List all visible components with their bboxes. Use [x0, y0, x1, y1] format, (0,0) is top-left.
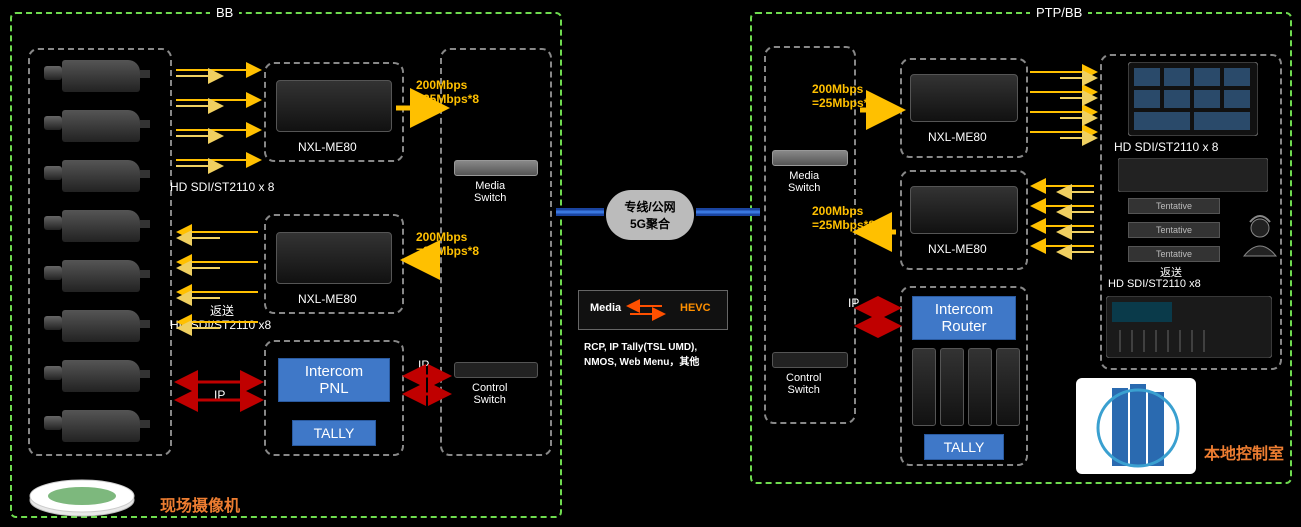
right-control-switch-label: Control Switch — [786, 372, 821, 396]
camera-1 — [62, 60, 140, 92]
audio-mixer — [1106, 296, 1272, 358]
left-bottom-label: 现场摄像机 — [160, 492, 240, 516]
left-media-switch — [454, 160, 538, 176]
right-control-switch — [772, 352, 848, 368]
camera-8 — [62, 410, 140, 442]
left-tally: TALLY — [292, 420, 376, 446]
left-intercom: Intercom PNL — [278, 358, 390, 402]
switcher-panel — [1118, 158, 1268, 192]
right-nxl-bot-label: NXL-ME80 — [928, 242, 987, 256]
stadium-icon — [22, 470, 142, 522]
center-caption: RCP, IP Tally(TSL UMD), NMOS, Web Menu，其… — [584, 342, 699, 368]
right-outer-title: PTP/BB — [1030, 5, 1088, 20]
tentative-1: Tentative — [1128, 198, 1220, 214]
left-control-switch — [454, 362, 538, 378]
rcp-4 — [996, 348, 1020, 426]
right-tally: TALLY — [924, 434, 1004, 460]
left-return-label-2: HD SDI/ST2110 x8 — [170, 318, 271, 332]
right-return-label-2: HD SDI/ST2110 x8 — [1108, 278, 1201, 290]
left-ip-label-2: IP — [418, 358, 429, 372]
center-cloud: 专线/公网 5G聚合 — [606, 190, 694, 240]
left-control-switch-label: Control Switch — [472, 382, 507, 406]
camera-6 — [62, 310, 140, 342]
rcp-2 — [940, 348, 964, 426]
left-nxl-top — [276, 80, 392, 132]
camera-3 — [62, 160, 140, 192]
tentative-2: Tentative — [1128, 222, 1220, 238]
right-rate-bot: 200Mbps =25Mbps*8 — [812, 204, 875, 232]
right-ip-label: IP — [848, 296, 859, 310]
multiviewer — [1128, 62, 1258, 136]
right-top-sdi-label: HD SDI/ST2110 x 8 — [1114, 140, 1218, 154]
left-outer-title: BB — [210, 5, 239, 20]
left-rate-bot: 200Mbps =25Mbps*8 — [416, 230, 479, 258]
camera-7 — [62, 360, 140, 392]
rcp-1 — [912, 348, 936, 426]
center-media-label: Media — [590, 302, 621, 314]
rcp-3 — [968, 348, 992, 426]
right-bottom-label: 本地控制室 — [1204, 440, 1284, 464]
camera-2 — [62, 110, 140, 142]
left-ip-label-1: IP — [214, 388, 225, 402]
left-nxl-bot — [276, 232, 392, 284]
left-nxl-top-label: NXL-ME80 — [298, 140, 357, 154]
left-return-label-1: 返送 — [210, 302, 234, 319]
center-hevc-label: HEVC — [680, 302, 711, 314]
left-rate-top: 200Mbps =25Mbps*8 — [416, 78, 479, 106]
left-nxl-bot-label: NXL-ME80 — [298, 292, 357, 306]
left-top-sdi-label: HD SDI/ST2110 x 8 — [170, 180, 274, 194]
right-nxl-bot — [910, 186, 1018, 234]
operator-icon — [1236, 212, 1284, 260]
right-intercom: Intercom Router — [912, 296, 1016, 340]
right-media-switch — [772, 150, 848, 166]
right-nxl-top-label: NXL-ME80 — [928, 130, 987, 144]
right-media-switch-label: Media Switch — [788, 170, 820, 194]
right-rate-top: 200Mbps =25Mbps*8 — [812, 82, 875, 110]
tentative-3: Tentative — [1128, 246, 1220, 262]
camera-4 — [62, 210, 140, 242]
camera-5 — [62, 260, 140, 292]
left-media-switch-label: Media Switch — [474, 180, 506, 204]
right-nxl-top — [910, 74, 1018, 122]
building-icon — [1076, 378, 1196, 474]
